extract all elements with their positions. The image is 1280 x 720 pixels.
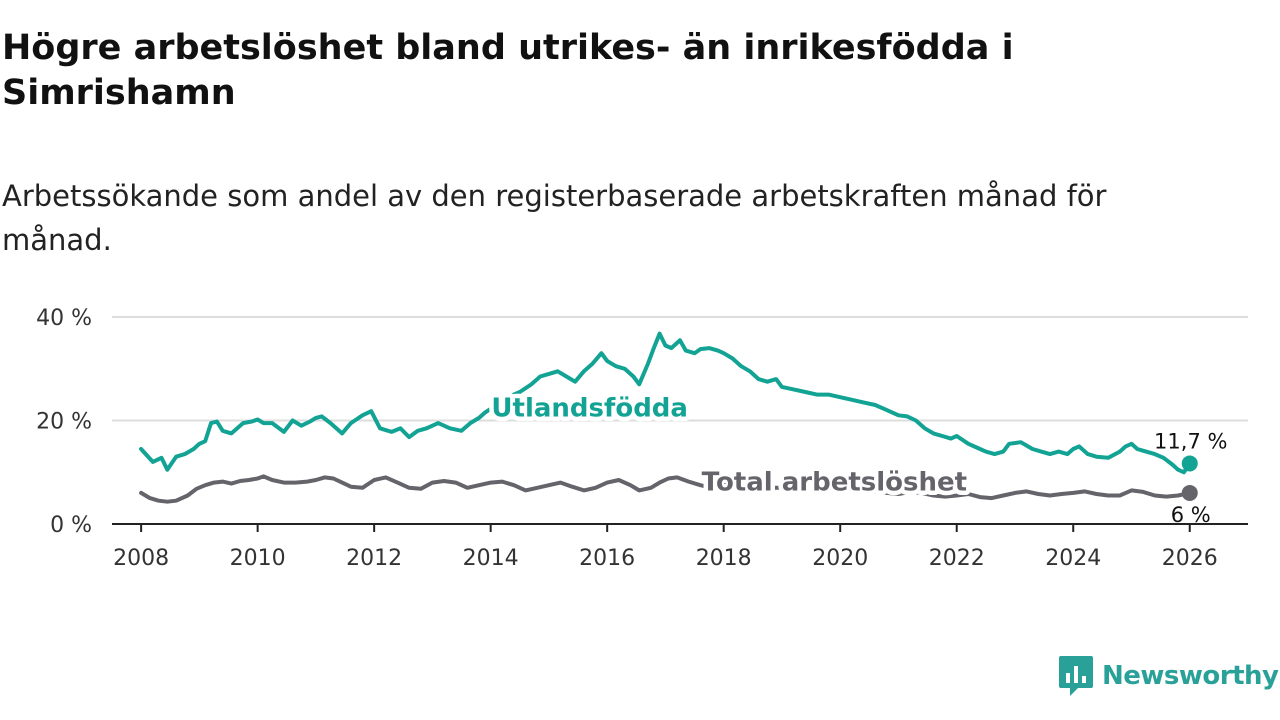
series-line-utlandsfodda (139, 331, 1192, 475)
end-point-utlandsfodda (1181, 455, 1198, 472)
series-line-total (139, 474, 1192, 504)
x-tick-label: 2014 (463, 546, 519, 571)
end-point-total (1181, 484, 1198, 501)
x-axis-ticks: 2008 2010 2012 2014 2016 2018 2020 2022 2024 2026 (113, 524, 1218, 571)
x-tick-label: 2012 (346, 546, 402, 571)
x-tick-label: 2026 (1162, 546, 1218, 571)
newsworthy-logo-icon (1059, 656, 1093, 696)
line-chart: 0 % 20 % 40 % 2008 2010 2012 2014 2016 2018 2020… (36, 306, 1248, 571)
x-tick-label: 2008 (113, 546, 169, 571)
y-tick-label: 40 % (36, 306, 92, 331)
x-tick-label: 2020 (812, 546, 868, 571)
chart-subtitle: Arbetssökande som andel av den registerb… (2, 179, 1107, 257)
brand-name: Newsworthy (1102, 661, 1279, 691)
x-tick-label: 2016 (579, 546, 635, 571)
x-tick-label: 2022 (929, 546, 985, 571)
series-label-halo-total: Total arbetslöshet (702, 468, 967, 498)
end-label-total: 6 % (1171, 503, 1211, 527)
x-tick-label: 2018 (696, 546, 752, 571)
series-label-halo-utlandsfodda: Utlandsfödda (491, 394, 688, 424)
y-tick-label: 0 % (50, 513, 92, 538)
end-label-utlandsfodda: 11,7 % (1154, 429, 1227, 453)
gridlines (112, 316, 1248, 525)
y-axis-ticks: 0 % 20 % 40 % (36, 306, 92, 538)
x-tick-label: 2024 (1045, 546, 1101, 571)
newsworthy-logo: Newsworthy (1058, 654, 1279, 698)
series-layer (139, 331, 1198, 504)
y-tick-label: 20 % (36, 410, 92, 435)
chart-title: Högre arbetslöshet bland utrikes- än inr… (2, 28, 1014, 113)
series-label-utlandsfodda: Utlandsfödda (491, 394, 688, 424)
series-label-total: Total arbetslöshet (702, 468, 967, 498)
x-tick-label: 2010 (230, 546, 286, 571)
